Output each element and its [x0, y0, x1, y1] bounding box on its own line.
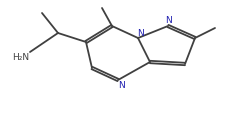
Text: N: N [137, 29, 144, 38]
Text: N: N [165, 16, 171, 25]
Text: H₂N: H₂N [12, 53, 30, 63]
Text: N: N [118, 80, 124, 89]
